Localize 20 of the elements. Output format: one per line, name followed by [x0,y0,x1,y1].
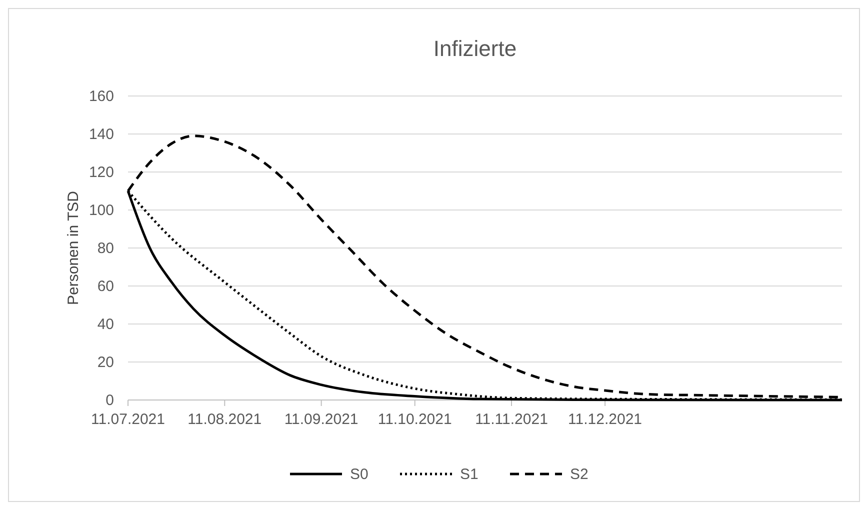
y-tick-label: 120 [88,164,114,181]
y-tick-label: 100 [88,202,114,219]
y-tick-label: 80 [97,240,114,257]
x-tick-label: 11.12.2021 [568,411,642,428]
x-tick-label: 11.11.2021 [475,411,548,428]
y-tick-label: 160 [88,88,114,105]
legend-label: S0 [350,466,368,483]
y-tick-label: 140 [88,126,114,143]
x-tick-label: 11.09.2021 [284,411,358,428]
x-tick-label: 11.07.2021 [91,411,165,428]
legend-label: S1 [460,466,478,483]
y-tick-label: 40 [97,316,114,333]
x-tick-label: 11.08.2021 [188,411,262,428]
y-axis-title: Personen in TSD [65,190,82,305]
y-tick-label: 0 [106,392,114,409]
x-tick-label: 11.10.2021 [378,411,452,428]
y-tick-label: 20 [97,354,114,371]
chart-title: Infizierte [433,36,517,61]
legend-label: S2 [570,466,588,483]
y-tick-label: 60 [97,278,114,295]
